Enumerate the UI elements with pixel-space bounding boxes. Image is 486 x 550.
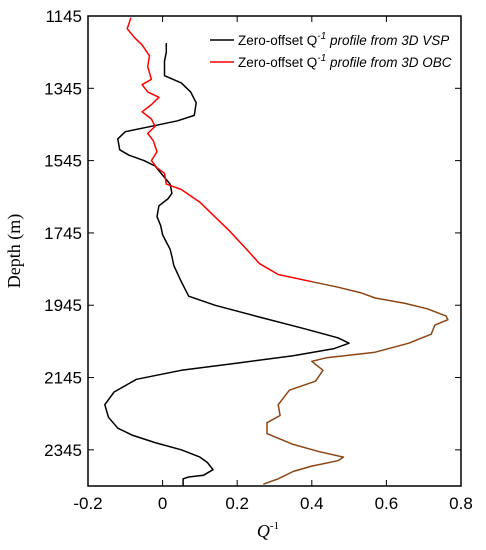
legend-vsp-suffix: profile from 3D VSP (326, 33, 449, 48)
x-axis-title-main: Q (257, 521, 270, 541)
y-tick-label: 1745 (44, 224, 82, 243)
x-tick-label: 0.4 (300, 494, 324, 513)
legend-obc-prefix: Zero-offset Q (238, 55, 317, 70)
y-axis-title: Depth (m) (4, 214, 25, 288)
y-tick-label: 1545 (44, 152, 82, 171)
y-tick-label: 1945 (44, 296, 82, 315)
series-line-obc-upper (126, 17, 312, 283)
legend-label-obc: Zero-offset Q-1 profile from 3D OBC (238, 53, 452, 70)
x-axis-ticks: -0.2 0 0.2 0.4 0.6 0.8 (73, 16, 473, 513)
x-tick-label: 0.6 (375, 494, 399, 513)
x-tick-label: 0 (158, 494, 167, 513)
legend: Zero-offset Q-1 profile from 3D VSP Zero… (210, 31, 452, 70)
y-axis-ticks: 1145 1345 1545 1745 1945 2145 2345 (44, 7, 461, 460)
plot-frame (87, 15, 462, 487)
y-tick-label: 1345 (44, 79, 82, 98)
legend-obc-suffix: profile from 3D OBC (326, 55, 452, 70)
legend-vsp-sup: -1 (317, 31, 326, 42)
legend-obc-sup: -1 (317, 53, 326, 64)
series-layer (104, 17, 449, 486)
series-line-obc-lower (263, 280, 449, 485)
x-tick-label: 0.2 (225, 494, 249, 513)
x-axis-title-sup: -1 (270, 520, 279, 532)
x-tick-label: -0.2 (73, 494, 102, 513)
y-tick-label: 1145 (45, 7, 82, 26)
y-tick-label: 2145 (44, 369, 82, 388)
legend-vsp-prefix: Zero-offset Q (238, 33, 317, 48)
series-line-vsp (104, 43, 350, 486)
y-tick-label: 2345 (44, 441, 82, 460)
x-tick-label: 0.8 (449, 494, 473, 513)
x-axis-title: Q-1 (257, 520, 279, 541)
legend-label-vsp: Zero-offset Q-1 profile from 3D VSP (238, 31, 449, 48)
